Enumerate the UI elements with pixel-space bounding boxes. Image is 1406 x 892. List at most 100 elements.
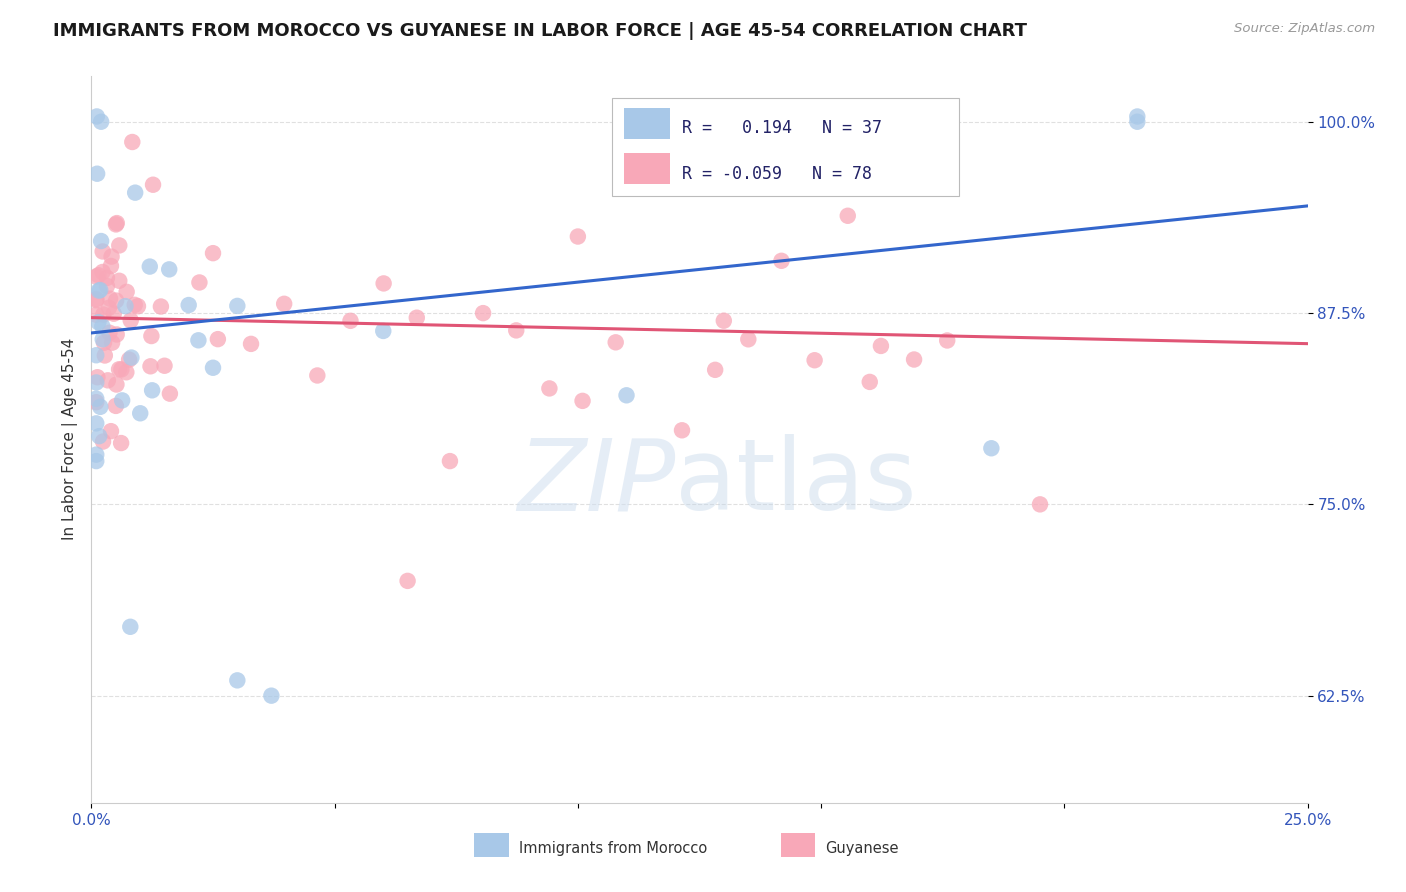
Point <box>803 353 825 368</box>
Point <box>97 301 120 315</box>
Point <box>202 360 225 375</box>
Point <box>671 423 693 437</box>
FancyBboxPatch shape <box>624 153 671 184</box>
Point <box>101 335 124 350</box>
Point <box>86 110 108 124</box>
Point <box>91 265 114 279</box>
Point <box>1126 110 1149 124</box>
Point <box>472 306 495 320</box>
Point <box>110 362 132 376</box>
Point <box>737 332 759 346</box>
Point <box>111 393 134 408</box>
Point <box>373 324 395 338</box>
Point <box>202 246 225 260</box>
Point <box>94 349 117 363</box>
Point <box>704 363 727 377</box>
Point <box>616 388 638 402</box>
Point <box>859 375 882 389</box>
Point <box>240 337 263 351</box>
Point <box>538 381 561 395</box>
Point <box>84 417 107 431</box>
Point <box>105 327 128 342</box>
Point <box>129 406 152 420</box>
Text: Immigrants from Morocco: Immigrants from Morocco <box>519 841 707 856</box>
Text: R =   0.194   N = 37: R = 0.194 N = 37 <box>682 120 883 137</box>
Point <box>837 209 859 223</box>
Point <box>87 284 110 298</box>
Point <box>98 326 121 340</box>
Point <box>104 218 127 232</box>
Point <box>84 348 107 362</box>
Point <box>307 368 329 383</box>
Point <box>91 319 114 334</box>
Point <box>105 377 128 392</box>
Point <box>207 332 229 346</box>
Point <box>226 299 249 313</box>
Point <box>115 285 138 299</box>
Point <box>108 238 131 252</box>
Point <box>226 673 249 688</box>
Point <box>903 352 925 367</box>
Point <box>439 454 461 468</box>
Point <box>405 310 427 325</box>
Point <box>84 392 107 406</box>
Point <box>157 262 180 277</box>
Point <box>110 436 132 450</box>
Point <box>100 424 122 438</box>
Point <box>87 315 110 329</box>
Point <box>96 271 118 285</box>
Point <box>1126 114 1149 128</box>
Point <box>86 370 108 384</box>
Point <box>89 400 111 414</box>
Point <box>188 276 211 290</box>
Point <box>98 292 121 306</box>
Point <box>84 308 107 322</box>
Point <box>104 399 127 413</box>
Point <box>124 186 146 200</box>
Point <box>86 167 108 181</box>
Point <box>90 114 112 128</box>
Point <box>91 332 114 346</box>
Point <box>89 283 111 297</box>
Text: atlas: atlas <box>675 434 917 532</box>
Point <box>571 393 593 408</box>
Point <box>120 620 142 634</box>
Point <box>141 329 163 343</box>
Point <box>121 135 143 149</box>
Text: ZIP: ZIP <box>517 434 675 532</box>
Point <box>100 250 122 264</box>
Point <box>97 373 120 387</box>
Point <box>105 216 128 230</box>
Point <box>149 300 172 314</box>
Point <box>159 386 181 401</box>
Point <box>153 359 176 373</box>
Point <box>936 334 959 348</box>
Point <box>127 299 149 313</box>
Point <box>373 277 395 291</box>
Text: Guyanese: Guyanese <box>825 841 898 856</box>
Point <box>124 298 146 312</box>
Point <box>139 260 162 274</box>
Point <box>120 313 142 327</box>
Point <box>114 299 136 313</box>
Point <box>91 308 114 322</box>
Point <box>108 274 131 288</box>
FancyBboxPatch shape <box>624 108 671 139</box>
Point <box>141 384 163 398</box>
Point <box>139 359 162 374</box>
Point <box>84 448 107 462</box>
Point <box>118 352 141 367</box>
Point <box>89 429 111 443</box>
Point <box>84 376 107 390</box>
Point <box>91 434 114 449</box>
Point <box>770 253 793 268</box>
Point <box>980 442 1002 456</box>
Point <box>90 234 112 248</box>
Y-axis label: In Labor Force | Age 45-54: In Labor Force | Age 45-54 <box>62 338 77 541</box>
Point <box>84 395 107 409</box>
Point <box>120 351 142 365</box>
FancyBboxPatch shape <box>780 833 815 857</box>
Point <box>177 298 200 312</box>
Point <box>273 297 295 311</box>
Point <box>103 307 125 321</box>
